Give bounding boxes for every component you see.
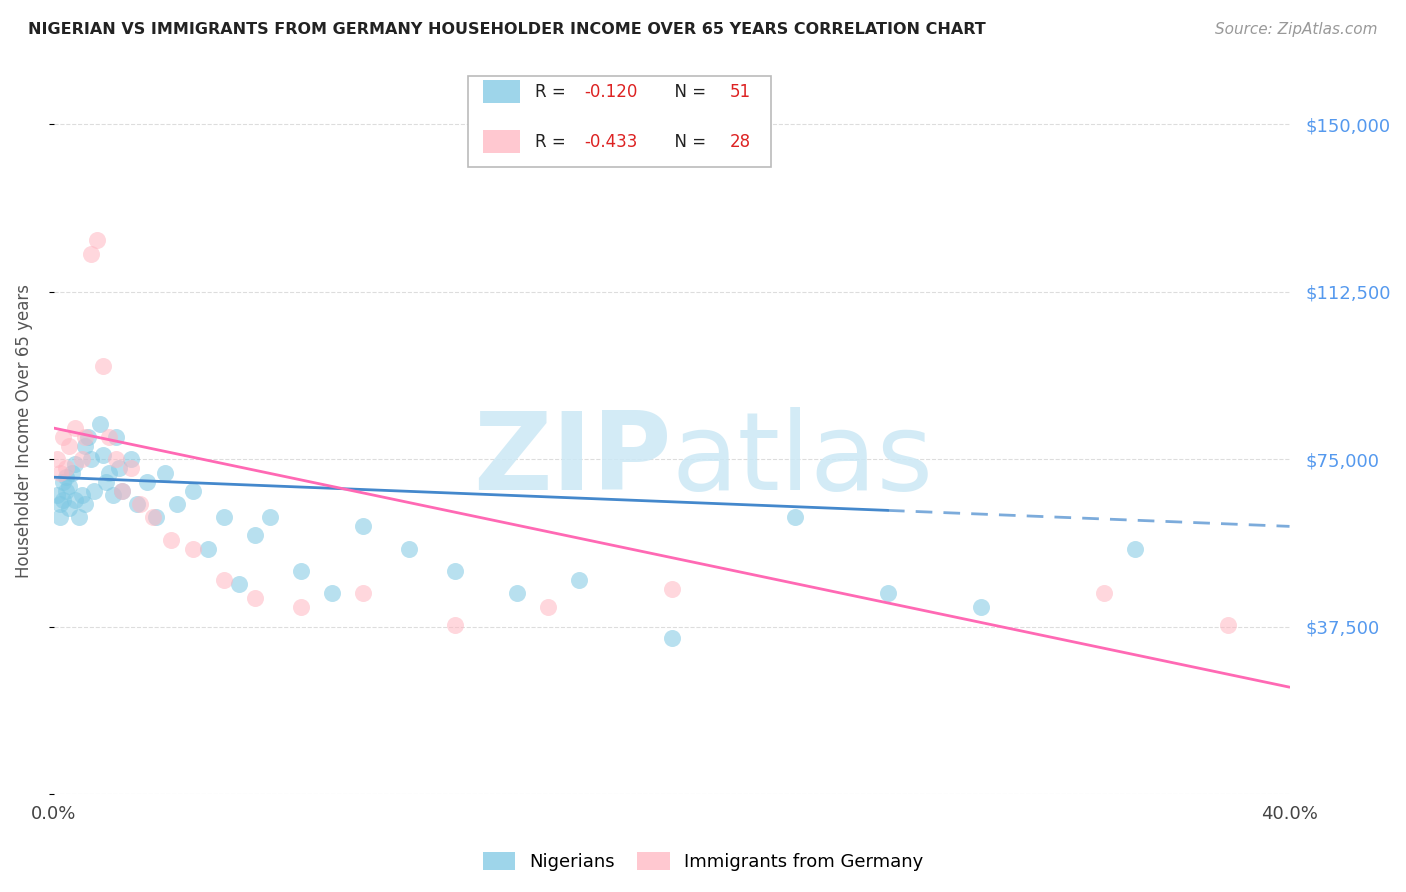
Point (45, 488, 67, 502)
Point (444, 617, 467, 632)
Point (65, 421, 87, 435)
Point (212, 573, 235, 587)
Point (160, 533, 183, 547)
Text: -0.433: -0.433 (583, 133, 637, 151)
Text: -0.120: -0.120 (583, 83, 637, 101)
Y-axis label: Householder Income Over 65 years: Householder Income Over 65 years (15, 285, 32, 578)
Legend: Nigerians, Immigrants from Germany: Nigerians, Immigrants from Germany (475, 846, 931, 879)
Point (60, 466, 83, 480)
Point (55, 483, 77, 498)
Point (1216, 617, 1239, 632)
Point (80, 452, 103, 467)
Point (153, 466, 176, 480)
Point (55, 461, 77, 475)
Point (181, 483, 204, 498)
Point (537, 599, 560, 614)
Point (145, 510, 167, 524)
Point (1123, 541, 1146, 556)
Point (259, 510, 281, 524)
Point (73, 497, 96, 511)
Point (70, 488, 93, 502)
Point (1092, 586, 1115, 600)
Point (65, 457, 87, 471)
Point (352, 519, 374, 533)
Point (661, 631, 683, 645)
Point (104, 430, 127, 444)
Point (506, 586, 529, 600)
Point (107, 461, 129, 475)
Point (58, 439, 80, 453)
Point (444, 564, 467, 578)
Point (52, 430, 75, 444)
Point (101, 488, 124, 502)
Text: Source: ZipAtlas.com: Source: ZipAtlas.com (1215, 22, 1378, 37)
Point (111, 483, 134, 498)
Point (52, 492, 75, 507)
Point (127, 497, 149, 511)
Point (321, 586, 343, 600)
Text: N =: N = (664, 83, 711, 101)
Point (83, 483, 105, 498)
Point (86, 234, 108, 248)
Text: 28: 28 (730, 133, 751, 151)
Point (243, 591, 266, 605)
Point (120, 452, 142, 467)
Point (65, 492, 87, 507)
Bar (482, 80, 520, 103)
Point (70, 452, 93, 467)
Point (129, 497, 152, 511)
Point (55, 470, 77, 484)
Point (58, 479, 80, 493)
Point (290, 599, 312, 614)
FancyBboxPatch shape (468, 76, 770, 167)
Point (49, 497, 72, 511)
Point (49, 466, 72, 480)
Point (73, 430, 96, 444)
Point (568, 573, 591, 587)
Point (352, 586, 374, 600)
Point (45, 452, 67, 467)
Point (67, 510, 90, 524)
Point (877, 586, 900, 600)
Point (243, 528, 266, 542)
Point (98, 466, 121, 480)
Point (91, 359, 114, 373)
Point (76, 430, 98, 444)
Point (49, 510, 72, 524)
Point (228, 577, 250, 591)
Point (212, 510, 235, 524)
Text: atlas: atlas (672, 408, 934, 514)
Text: N =: N = (664, 133, 711, 151)
Point (80, 247, 103, 261)
Point (73, 439, 96, 453)
Point (135, 475, 157, 489)
Point (58, 501, 80, 516)
Point (111, 483, 134, 498)
Point (181, 541, 204, 556)
Bar (482, 130, 520, 153)
Point (52, 475, 75, 489)
Point (89, 417, 111, 431)
Point (197, 541, 219, 556)
Point (166, 497, 188, 511)
Text: ZIP: ZIP (474, 408, 672, 514)
Point (98, 430, 121, 444)
Text: R =: R = (534, 133, 571, 151)
Point (398, 541, 420, 556)
Point (969, 599, 991, 614)
Point (104, 452, 127, 467)
Text: NIGERIAN VS IMMIGRANTS FROM GERMANY HOUSEHOLDER INCOME OVER 65 YEARS CORRELATION: NIGERIAN VS IMMIGRANTS FROM GERMANY HOUS… (28, 22, 986, 37)
Point (120, 461, 142, 475)
Point (785, 510, 807, 524)
Point (96, 475, 118, 489)
Text: R =: R = (534, 83, 571, 101)
Point (661, 582, 683, 596)
Text: 51: 51 (730, 83, 751, 101)
Point (142, 510, 165, 524)
Point (290, 564, 312, 578)
Point (91, 448, 114, 462)
